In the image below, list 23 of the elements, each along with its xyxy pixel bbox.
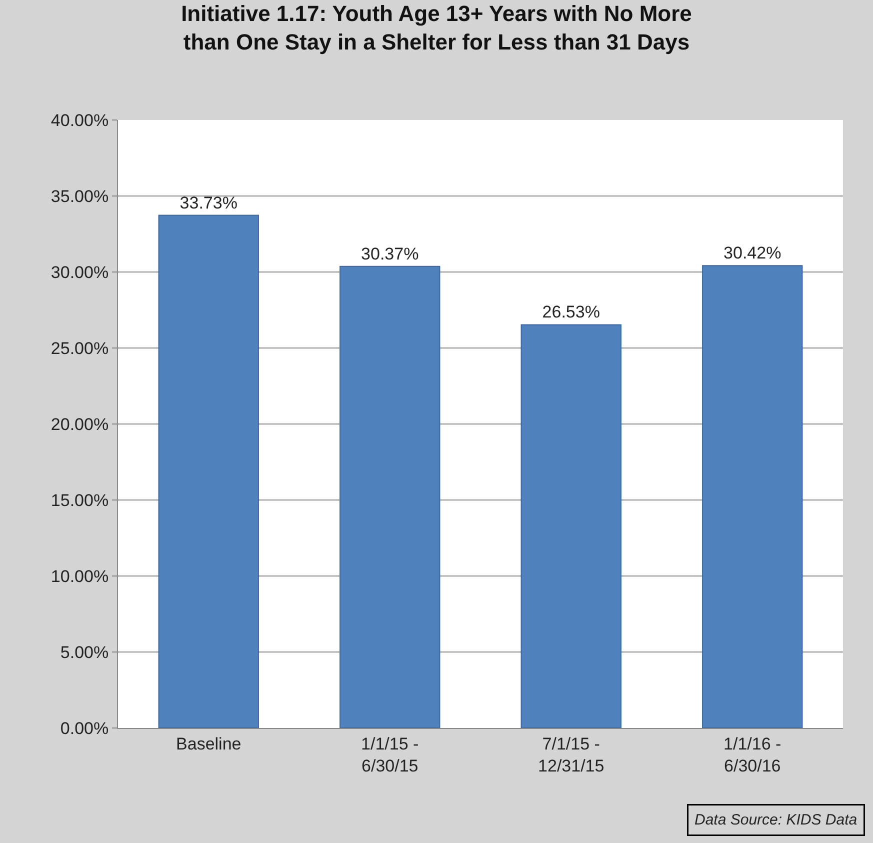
x-tick-label: Baseline bbox=[176, 734, 242, 754]
data-label: 30.37% bbox=[361, 244, 419, 264]
y-tick-label: 35.00% bbox=[50, 186, 109, 206]
source-note: Data Source: KIDS Data bbox=[694, 812, 858, 828]
y-tick-label: 40.00% bbox=[50, 110, 109, 130]
bar bbox=[702, 265, 803, 728]
x-tick-label: 1/1/16 - 6/30/16 bbox=[724, 734, 782, 776]
y-tick-label: 25.00% bbox=[50, 338, 109, 358]
data-label: 30.42% bbox=[724, 244, 782, 263]
bar bbox=[340, 266, 440, 728]
x-tick-label: 7/1/15 - 12/31/15 bbox=[538, 734, 604, 776]
y-tick-label: 5.00% bbox=[60, 642, 109, 662]
chart-title: Initiative 1.17: Youth Age 13+ Years with No More than One Stay in a Shelter for Less than 31 Days bbox=[181, 1, 692, 55]
y-tick-label: 30.00% bbox=[50, 262, 109, 282]
bar bbox=[520, 324, 622, 728]
y-tick-label: 15.00% bbox=[50, 490, 109, 510]
y-tick-label: 0.00% bbox=[60, 718, 109, 738]
y-tick-label: 20.00% bbox=[50, 414, 109, 434]
data-label: 33.73% bbox=[180, 193, 238, 212]
data-label: 26.53% bbox=[542, 302, 600, 322]
y-tick-label: 10.00% bbox=[50, 566, 109, 586]
bar bbox=[158, 214, 259, 728]
x-tick-label: 1/1/15 - 6/30/15 bbox=[361, 734, 419, 776]
